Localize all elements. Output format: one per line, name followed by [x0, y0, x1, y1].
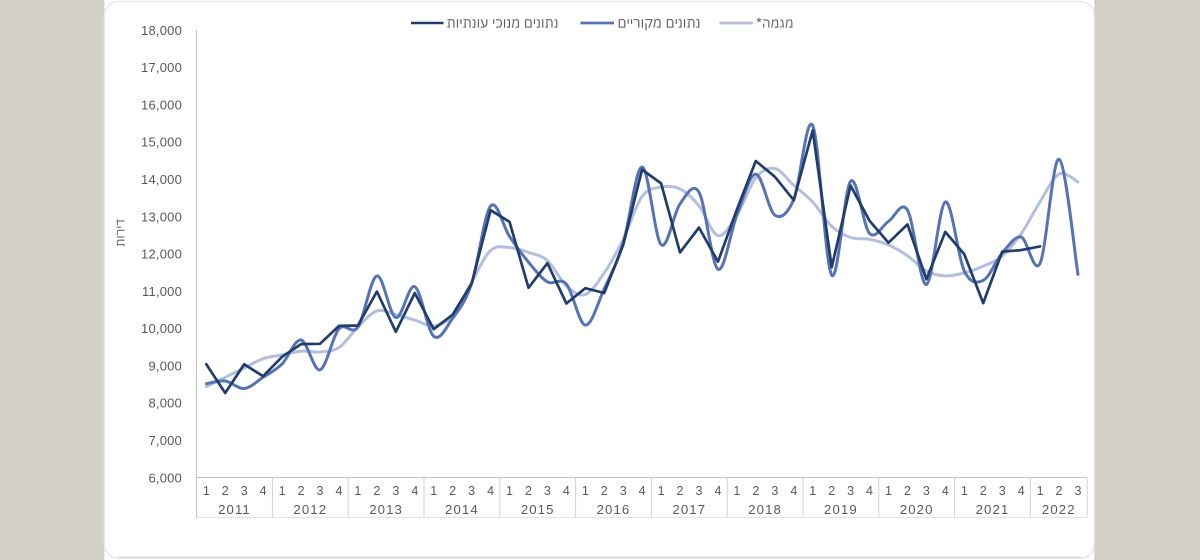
- svg-text:2: 2: [373, 484, 380, 498]
- svg-text:6,000: 6,000: [148, 470, 182, 485]
- svg-text:11,000: 11,000: [142, 284, 182, 299]
- svg-text:2: 2: [298, 484, 305, 498]
- svg-text:4: 4: [942, 484, 949, 498]
- svg-text:2017: 2017: [672, 502, 706, 517]
- svg-text:1: 1: [885, 484, 892, 498]
- svg-text:4: 4: [639, 484, 646, 498]
- svg-text:3: 3: [620, 484, 627, 498]
- svg-text:2: 2: [904, 484, 911, 498]
- svg-text:2015: 2015: [521, 502, 555, 517]
- svg-text:2018: 2018: [748, 502, 782, 517]
- svg-text:2019: 2019: [824, 502, 858, 517]
- svg-text:14,000: 14,000: [141, 172, 182, 187]
- svg-text:12,000: 12,000: [141, 247, 182, 262]
- svg-text:3: 3: [847, 484, 854, 498]
- svg-text:3: 3: [696, 484, 703, 498]
- svg-text:10,000: 10,000: [141, 321, 182, 336]
- svg-text:2: 2: [677, 484, 684, 498]
- svg-text:4: 4: [715, 484, 722, 498]
- svg-text:3: 3: [999, 484, 1006, 498]
- svg-text:2011: 2011: [218, 502, 251, 517]
- svg-text:3: 3: [317, 484, 324, 498]
- svg-text:1: 1: [354, 484, 361, 498]
- svg-text:4: 4: [866, 484, 873, 498]
- svg-text:9,000: 9,000: [148, 358, 182, 373]
- svg-text:4: 4: [1018, 484, 1025, 498]
- svg-text:4: 4: [563, 484, 570, 498]
- svg-text:2: 2: [222, 484, 229, 498]
- svg-text:1: 1: [658, 484, 665, 498]
- svg-text:18,000: 18,000: [141, 23, 182, 38]
- svg-text:1: 1: [733, 484, 740, 498]
- svg-text:4: 4: [411, 484, 418, 498]
- svg-text:4: 4: [487, 484, 494, 498]
- svg-text:3: 3: [923, 484, 930, 498]
- svg-text:7,000: 7,000: [148, 433, 182, 448]
- svg-text:2014: 2014: [445, 502, 479, 517]
- svg-text:4: 4: [336, 484, 343, 498]
- svg-text:3: 3: [771, 484, 778, 498]
- svg-text:1: 1: [203, 484, 210, 498]
- svg-text:1: 1: [430, 484, 437, 498]
- svg-text:1: 1: [809, 484, 816, 498]
- svg-text:1: 1: [1037, 484, 1044, 498]
- svg-text:3: 3: [392, 484, 399, 498]
- svg-text:2: 2: [449, 484, 456, 498]
- svg-text:2021: 2021: [976, 502, 1010, 517]
- svg-text:16,000: 16,000: [141, 97, 182, 112]
- svg-text:15,000: 15,000: [141, 135, 182, 150]
- svg-text:2: 2: [601, 484, 608, 498]
- svg-text:3: 3: [544, 484, 551, 498]
- svg-text:1: 1: [506, 484, 513, 498]
- svg-text:4: 4: [790, 484, 797, 498]
- svg-text:2: 2: [1056, 484, 1063, 498]
- svg-text:2012: 2012: [293, 502, 327, 517]
- svg-text:2016: 2016: [597, 502, 631, 517]
- svg-text:2: 2: [752, 484, 759, 498]
- svg-text:3: 3: [1075, 484, 1082, 498]
- svg-text:2: 2: [525, 484, 532, 498]
- svg-text:2: 2: [980, 484, 987, 498]
- svg-text:3: 3: [241, 484, 248, 498]
- svg-text:17,000: 17,000: [141, 60, 182, 75]
- svg-text:2020: 2020: [900, 502, 934, 517]
- svg-text:13,000: 13,000: [141, 209, 182, 224]
- svg-text:4: 4: [260, 484, 267, 498]
- svg-text:2013: 2013: [369, 502, 403, 517]
- svg-text:2: 2: [828, 484, 835, 498]
- svg-text:1: 1: [582, 484, 589, 498]
- svg-text:1: 1: [961, 484, 968, 498]
- svg-text:8,000: 8,000: [148, 396, 182, 411]
- svg-text:2022: 2022: [1042, 502, 1076, 517]
- svg-text:1: 1: [279, 484, 286, 498]
- svg-text:3: 3: [468, 484, 475, 498]
